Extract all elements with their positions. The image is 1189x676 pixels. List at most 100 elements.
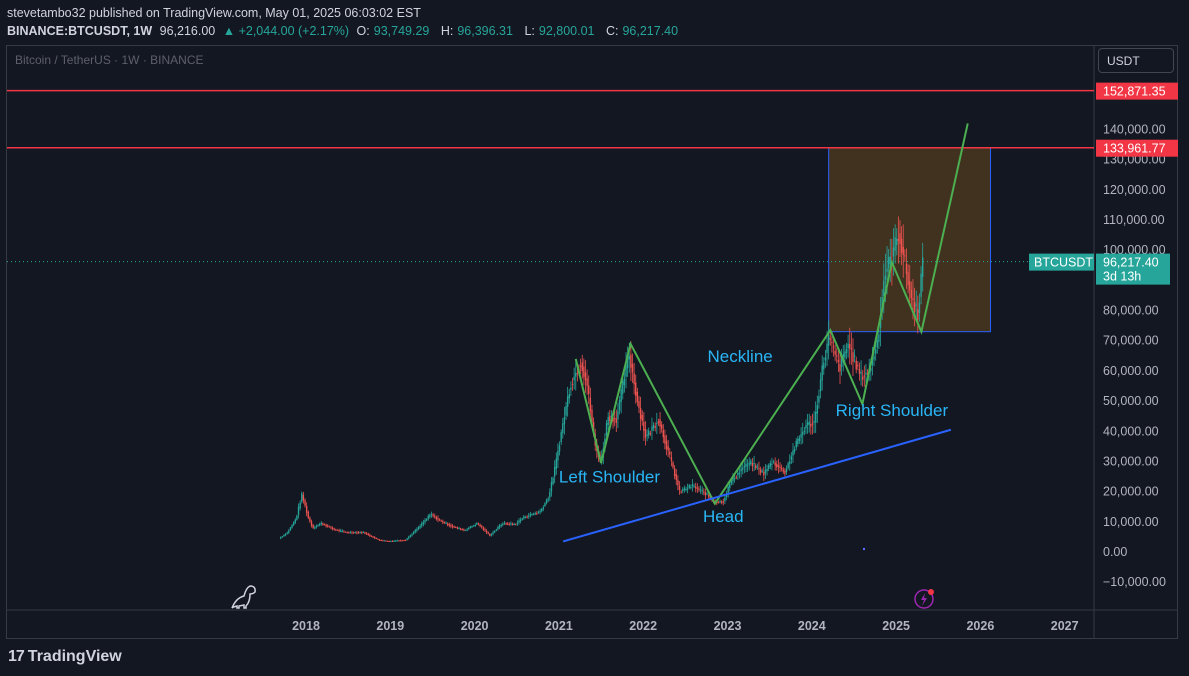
candle-body	[755, 465, 757, 468]
candle-body	[425, 518, 428, 521]
candle-body	[845, 349, 848, 354]
candle-body	[772, 461, 775, 463]
y-tick-label: 0.00	[1103, 545, 1127, 559]
chart-title: Bitcoin / TetherUS · 1W · BINANCE	[15, 53, 204, 67]
candle-body	[391, 540, 394, 542]
candle-body	[476, 522, 478, 525]
candle-body	[756, 466, 759, 468]
candle-body	[395, 540, 397, 542]
candle-body	[917, 309, 919, 320]
support-trendline	[562, 428, 952, 543]
candle-body	[703, 491, 705, 493]
candle-body	[607, 417, 609, 425]
level-price-label: 133,961.77	[1103, 142, 1166, 156]
candle-body	[683, 488, 686, 491]
last-price: 96,216.00	[159, 24, 216, 38]
candle-body	[356, 532, 358, 534]
candle-body	[461, 529, 463, 531]
level-price-tag	[1096, 139, 1178, 157]
candle-body	[541, 508, 543, 512]
currency-button[interactable]: USDT	[1098, 48, 1174, 73]
x-tick-label: 2023	[714, 619, 742, 633]
candle-body	[612, 417, 614, 422]
candle-body	[357, 532, 360, 534]
candle-body	[761, 470, 763, 472]
candle-body	[284, 534, 287, 536]
candle-body	[281, 536, 284, 538]
candle-body	[325, 524, 327, 527]
candle-body	[834, 350, 836, 355]
candle-body	[354, 532, 356, 534]
candle-body	[675, 474, 677, 481]
pattern-annotation: Head	[703, 507, 744, 526]
candle-body	[732, 477, 734, 482]
candle-body	[351, 532, 353, 534]
candle-body	[670, 457, 673, 461]
candle-body	[412, 531, 415, 534]
candle-body	[500, 524, 502, 527]
candle-body	[318, 524, 321, 526]
candle-body	[411, 534, 413, 536]
candle-body	[884, 275, 887, 281]
candle-body	[505, 523, 507, 525]
candle-body	[344, 531, 347, 533]
candle-body	[576, 373, 579, 375]
candle-body	[291, 525, 293, 528]
candle-body	[855, 360, 857, 370]
candle-body	[892, 247, 895, 257]
candle-body	[446, 523, 449, 526]
candle-body	[443, 522, 446, 524]
candle-body	[623, 378, 626, 386]
candle-body	[816, 405, 819, 414]
candle-body	[858, 369, 861, 374]
candle-body	[390, 540, 392, 542]
last-price-tag	[1096, 253, 1170, 285]
candle-body	[288, 530, 290, 533]
candle-body	[414, 530, 416, 533]
candle-body	[369, 534, 371, 536]
candle-body	[742, 468, 744, 470]
y-tick-label: 60,000.00	[1103, 364, 1159, 378]
candle-body	[797, 438, 799, 444]
symbol-label: BINANCE:BTCUSDT, 1W	[7, 24, 153, 38]
candle-body	[579, 366, 582, 368]
candle-body	[805, 425, 807, 429]
candle-body	[811, 423, 814, 425]
candle-body	[568, 394, 570, 399]
candle-body	[638, 401, 640, 408]
candle-body	[286, 532, 288, 534]
candle-body	[575, 372, 577, 377]
candle-body	[737, 472, 739, 476]
candle-body	[615, 418, 617, 424]
candle-body	[724, 497, 726, 502]
candle-body	[620, 389, 622, 403]
candle-body	[374, 537, 376, 539]
candle-body	[497, 527, 499, 530]
candle-body	[709, 496, 712, 499]
candle-body	[583, 366, 585, 377]
candle-body	[669, 451, 671, 455]
candle-body	[787, 463, 789, 468]
candle-body	[639, 408, 642, 420]
candle-body	[557, 450, 559, 461]
candle-body	[852, 352, 854, 362]
candle-body	[401, 540, 403, 542]
pattern-annotation: Neckline	[708, 347, 773, 366]
candle-body	[648, 430, 650, 436]
y-tick-label: −10,000.00	[1103, 575, 1166, 589]
candle-body	[364, 532, 366, 534]
candle-body	[745, 463, 747, 467]
lightning-bolt-icon	[921, 593, 927, 606]
candle-body	[735, 477, 737, 479]
publisher-line: stevetambo32 published on TradingView.co…	[7, 6, 421, 20]
candle-body	[432, 514, 434, 516]
candle-body	[283, 534, 285, 537]
candle-body	[844, 351, 846, 358]
candle-body	[459, 528, 462, 530]
candle-body	[566, 396, 569, 407]
candle-body	[920, 273, 922, 297]
marker-dot	[862, 547, 866, 551]
candle-body	[456, 527, 459, 529]
candle-body	[613, 418, 616, 420]
